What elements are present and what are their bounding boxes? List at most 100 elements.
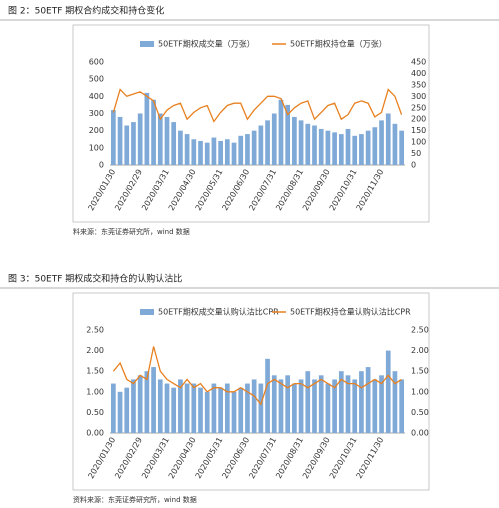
bar [245, 383, 250, 433]
figure-title: 图 2：50ETF 期权合约成交和持仓变化 [8, 5, 164, 17]
x-tick-label: 2020/10/31 [328, 436, 359, 480]
bar [251, 130, 257, 165]
bar [372, 379, 378, 433]
bar [184, 383, 190, 433]
bar [218, 140, 223, 165]
bar [345, 375, 351, 433]
tick-label: 2.00 [411, 346, 429, 355]
tick-label: 2.50 [411, 326, 429, 335]
bar [245, 134, 250, 165]
bar [305, 371, 311, 433]
bar [338, 371, 344, 433]
bar [399, 130, 404, 165]
bar [198, 387, 203, 433]
tick-label: 250 [411, 103, 426, 112]
bar [305, 123, 311, 165]
bar [292, 116, 297, 165]
legend-label: 50ETF期权持仓量认购认沽比CPR [290, 307, 411, 317]
bar [117, 391, 123, 433]
bar [144, 92, 150, 165]
tick-label: 2.50 [86, 326, 104, 335]
bar [332, 379, 337, 433]
bar [191, 383, 197, 433]
bar [285, 375, 291, 433]
bar [151, 99, 156, 165]
bar [238, 387, 244, 433]
tick-label: 400 [411, 69, 426, 78]
tick-label: 100 [89, 143, 104, 152]
bar [144, 371, 150, 433]
bar [318, 128, 324, 165]
tick-label: 600 [89, 58, 104, 67]
bar [332, 132, 337, 165]
bar [231, 391, 237, 433]
bar [278, 379, 284, 433]
tick-label: 0.00 [411, 429, 429, 438]
bar [251, 379, 257, 433]
tick-label: 0 [99, 161, 104, 170]
bar [224, 383, 230, 433]
bar [191, 139, 197, 165]
bar [318, 375, 324, 433]
tick-label: 1.00 [411, 387, 429, 396]
tick-label: 1.00 [86, 387, 104, 396]
tick-label: 100 [411, 138, 426, 147]
bar [338, 134, 344, 165]
bar [365, 130, 371, 165]
bar [385, 350, 391, 433]
bar [298, 120, 304, 165]
bar [258, 383, 264, 433]
bar [124, 387, 130, 433]
bar [271, 375, 277, 433]
source-note: 资料来源：东莞证券研究所，wind 数据 [73, 495, 197, 504]
tick-label: 1.50 [411, 367, 429, 376]
bar [379, 375, 384, 433]
tick-label: 1.50 [86, 367, 104, 376]
tick-label: 50 [411, 149, 421, 158]
bar [131, 379, 136, 433]
chart-frame [72, 24, 430, 223]
bar [224, 139, 230, 165]
bar [218, 387, 223, 433]
bar [137, 375, 143, 433]
bar [151, 367, 156, 433]
x-tick-label: 2020/09/30 [301, 168, 332, 212]
bar [204, 142, 210, 165]
bar [345, 128, 351, 165]
bar [385, 113, 391, 165]
tick-label: 0.50 [411, 408, 429, 417]
tick-label: 400 [89, 92, 104, 101]
bar [211, 383, 217, 433]
bar [211, 137, 217, 165]
x-tick-label: 2020/01/30 [86, 168, 117, 212]
bar [117, 116, 123, 165]
bar [171, 122, 177, 165]
x-tick-label: 2020/07/31 [247, 168, 278, 212]
bar [178, 379, 183, 433]
bar [124, 125, 130, 165]
bar [238, 135, 244, 165]
x-tick-label: 2020/06/30 [220, 168, 251, 212]
tick-label: 0.50 [86, 408, 104, 417]
bar [372, 127, 378, 165]
x-tick-label: 2020/05/31 [194, 168, 225, 212]
bar [111, 110, 116, 165]
bar [164, 116, 170, 165]
legend-label: 50ETF期权成交量认购认沽比CPR [158, 307, 279, 317]
line-series [112, 346, 402, 406]
x-tick-label: 2020/07/31 [247, 436, 278, 480]
bar [352, 135, 358, 165]
bar [231, 142, 237, 165]
bar [164, 383, 170, 433]
tick-label: 0.00 [86, 429, 104, 438]
bar [352, 379, 358, 433]
bar [392, 371, 398, 433]
bar [379, 120, 384, 165]
bar [131, 122, 136, 165]
x-tick-label: 2020/03/31 [140, 168, 171, 212]
bar [157, 379, 163, 433]
x-tick-label: 2020/11/30 [355, 168, 386, 212]
tick-label: 150 [411, 126, 426, 135]
legend-swatch [140, 41, 154, 47]
